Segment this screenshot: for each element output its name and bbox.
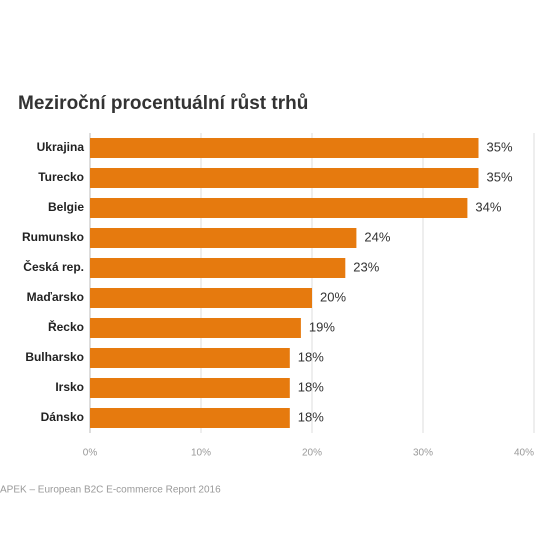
value-label: 18% xyxy=(298,379,324,394)
y-tick-label: Bulharsko xyxy=(25,350,84,364)
y-tick-label: Maďarsko xyxy=(27,290,84,304)
bar xyxy=(90,378,290,398)
value-label: 18% xyxy=(298,409,324,424)
y-tick-label: Irsko xyxy=(55,380,84,394)
y-tick-label: Česká rep. xyxy=(23,259,84,274)
value-label: 34% xyxy=(475,199,501,214)
bar xyxy=(90,348,290,368)
value-label: 20% xyxy=(320,289,346,304)
value-label: 35% xyxy=(487,139,513,154)
value-label: 18% xyxy=(298,349,324,364)
x-tick-label: 30% xyxy=(413,448,433,459)
chart-title: Meziroční procentuální růst trhů xyxy=(18,93,308,114)
bar xyxy=(90,288,312,308)
x-tick-label: 40% xyxy=(514,448,534,459)
value-label: 19% xyxy=(309,319,335,334)
value-label: 23% xyxy=(353,259,379,274)
y-tick-label: Dánsko xyxy=(41,410,84,424)
y-tick-label: Řecko xyxy=(48,319,84,334)
bar xyxy=(90,258,346,278)
y-tick-label: Turecko xyxy=(38,170,84,184)
bar xyxy=(90,198,468,218)
bar xyxy=(90,168,479,188)
x-tick-label: 20% xyxy=(302,448,322,459)
x-tick-label: 0% xyxy=(83,448,98,459)
bar xyxy=(90,408,290,428)
source-note: APEK – European B2C E-commerce Report 20… xyxy=(0,485,221,496)
value-label: 35% xyxy=(487,169,513,184)
bar xyxy=(90,228,357,248)
x-tick-label: 10% xyxy=(191,448,211,459)
bar xyxy=(90,138,479,158)
value-label: 24% xyxy=(364,229,390,244)
y-tick-label: Ukrajina xyxy=(37,140,85,154)
bar xyxy=(90,318,301,338)
y-tick-label: Rumunsko xyxy=(22,230,84,244)
y-tick-label: Belgie xyxy=(48,200,84,214)
